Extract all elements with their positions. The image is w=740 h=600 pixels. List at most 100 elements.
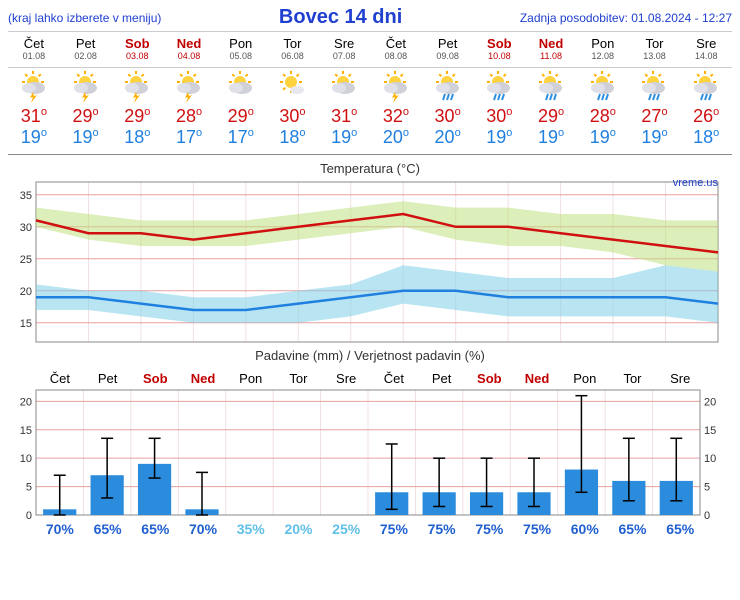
precip-probability: 65% bbox=[131, 521, 179, 537]
weather-icon bbox=[422, 68, 474, 106]
day-header: Pon12.08 bbox=[577, 32, 629, 67]
precip-day-label: Pon bbox=[227, 371, 275, 386]
weather-icon bbox=[577, 68, 629, 106]
day-date: 01.08 bbox=[8, 51, 60, 61]
svg-text:5: 5 bbox=[26, 482, 32, 494]
page-title: Bovec 14 dni bbox=[279, 6, 402, 29]
weather-icon bbox=[525, 68, 577, 106]
precip-day-label: Pet bbox=[84, 371, 132, 386]
menu-hint: (kraj lahko izberete v meniju) bbox=[8, 11, 161, 25]
day-header: Čet08.08 bbox=[370, 32, 422, 67]
temp-low: 17o bbox=[163, 127, 215, 148]
day-date: 03.08 bbox=[111, 51, 163, 61]
svg-text:5: 5 bbox=[704, 482, 710, 494]
header: (kraj lahko izberete v meniju) Bovec 14 … bbox=[8, 4, 732, 31]
precip-day-label: Sre bbox=[656, 371, 704, 386]
weather-icon bbox=[60, 68, 112, 106]
day-header: Sre07.08 bbox=[318, 32, 370, 67]
day-date: 13.08 bbox=[629, 51, 681, 61]
day-name: Ned bbox=[525, 36, 577, 51]
precip-day-label: Čet bbox=[36, 371, 84, 386]
day-name: Pet bbox=[422, 36, 474, 51]
day-name: Tor bbox=[629, 36, 681, 51]
temp-low: 19o bbox=[8, 127, 60, 148]
day-name: Čet bbox=[8, 36, 60, 51]
temp-low: 19o bbox=[629, 127, 681, 148]
day-name: Sre bbox=[680, 36, 732, 51]
day-date: 05.08 bbox=[215, 51, 267, 61]
day-date: 11.08 bbox=[525, 51, 577, 61]
day-header: Sre14.08 bbox=[680, 32, 732, 67]
svg-text:10: 10 bbox=[704, 453, 716, 465]
day-name: Sob bbox=[473, 36, 525, 51]
precip-probability: 75% bbox=[465, 521, 513, 537]
day-header: Pet02.08 bbox=[60, 32, 112, 67]
day-date: 07.08 bbox=[318, 51, 370, 61]
svg-text:15: 15 bbox=[704, 425, 716, 437]
svg-text:0: 0 bbox=[704, 510, 710, 521]
day-header: Sob10.08 bbox=[473, 32, 525, 67]
temp-low: 18o bbox=[680, 127, 732, 148]
day-date: 08.08 bbox=[370, 51, 422, 61]
precip-day-label: Pet bbox=[418, 371, 466, 386]
svg-text:20: 20 bbox=[704, 396, 716, 408]
precip-probability: 70% bbox=[36, 521, 84, 537]
precip-probability: 70% bbox=[179, 521, 227, 537]
weather-icon bbox=[680, 68, 732, 106]
day-header: Tor13.08 bbox=[629, 32, 681, 67]
temp-high: 27o bbox=[629, 106, 681, 127]
watermark: vreme.us bbox=[673, 177, 718, 189]
temp-low: 18o bbox=[267, 127, 319, 148]
svg-text:25: 25 bbox=[20, 254, 32, 266]
precip-probability: 65% bbox=[84, 521, 132, 537]
precipitation-chart-section: Padavine (mm) / Verjetnost padavin (%) Č… bbox=[8, 348, 732, 537]
precip-probability: 35% bbox=[227, 521, 275, 537]
temp-low: 19o bbox=[60, 127, 112, 148]
day-name: Tor bbox=[267, 36, 319, 51]
temp-low: 19o bbox=[577, 127, 629, 148]
day-header: Čet01.08 bbox=[8, 32, 60, 67]
precip-probability: 25% bbox=[322, 521, 370, 537]
day-header: Ned11.08 bbox=[525, 32, 577, 67]
precip-day-label: Sre bbox=[322, 371, 370, 386]
precip-day-label: Sob bbox=[465, 371, 513, 386]
precip-probability: 75% bbox=[418, 521, 466, 537]
day-date: 02.08 bbox=[60, 51, 112, 61]
day-date: 12.08 bbox=[577, 51, 629, 61]
precip-day-label: Ned bbox=[179, 371, 227, 386]
precip-probability: 20% bbox=[275, 521, 323, 537]
temp-high-row: 31o29o29o28o29o30o31o32o30o30o29o28o27o2… bbox=[8, 106, 732, 127]
svg-text:15: 15 bbox=[20, 318, 32, 330]
precip-day-label: Tor bbox=[609, 371, 657, 386]
precip-probability: 65% bbox=[656, 521, 704, 537]
temp-high: 26o bbox=[680, 106, 732, 127]
temperature-chart: 1520253035 bbox=[8, 178, 728, 348]
day-date: 04.08 bbox=[163, 51, 215, 61]
day-header: Ned04.08 bbox=[163, 32, 215, 67]
day-header: Sob03.08 bbox=[111, 32, 163, 67]
temp-chart-title: Temperatura (°C) bbox=[8, 161, 732, 176]
precip-days-row: ČetPetSobNedPonTorSreČetPetSobNedPonTorS… bbox=[8, 371, 732, 386]
temp-high: 32o bbox=[370, 106, 422, 127]
temp-low: 19o bbox=[473, 127, 525, 148]
day-header: Tor06.08 bbox=[267, 32, 319, 67]
temp-low: 20o bbox=[422, 127, 474, 148]
temp-low: 19o bbox=[318, 127, 370, 148]
svg-text:0: 0 bbox=[26, 510, 32, 521]
temp-high: 29o bbox=[111, 106, 163, 127]
day-date: 10.08 bbox=[473, 51, 525, 61]
days-header-row: Čet01.08Pet02.08Sob03.08Ned04.08Pon05.08… bbox=[8, 31, 732, 68]
day-date: 09.08 bbox=[422, 51, 474, 61]
svg-text:30: 30 bbox=[20, 222, 32, 234]
weather-icon bbox=[111, 68, 163, 106]
weather-icon bbox=[318, 68, 370, 106]
temp-low: 17o bbox=[215, 127, 267, 148]
temp-high: 30o bbox=[267, 106, 319, 127]
day-name: Ned bbox=[163, 36, 215, 51]
temp-low: 20o bbox=[370, 127, 422, 148]
day-name: Pet bbox=[60, 36, 112, 51]
temp-high: 30o bbox=[473, 106, 525, 127]
day-date: 14.08 bbox=[680, 51, 732, 61]
temp-high: 29o bbox=[215, 106, 267, 127]
precip-probability: 75% bbox=[513, 521, 561, 537]
